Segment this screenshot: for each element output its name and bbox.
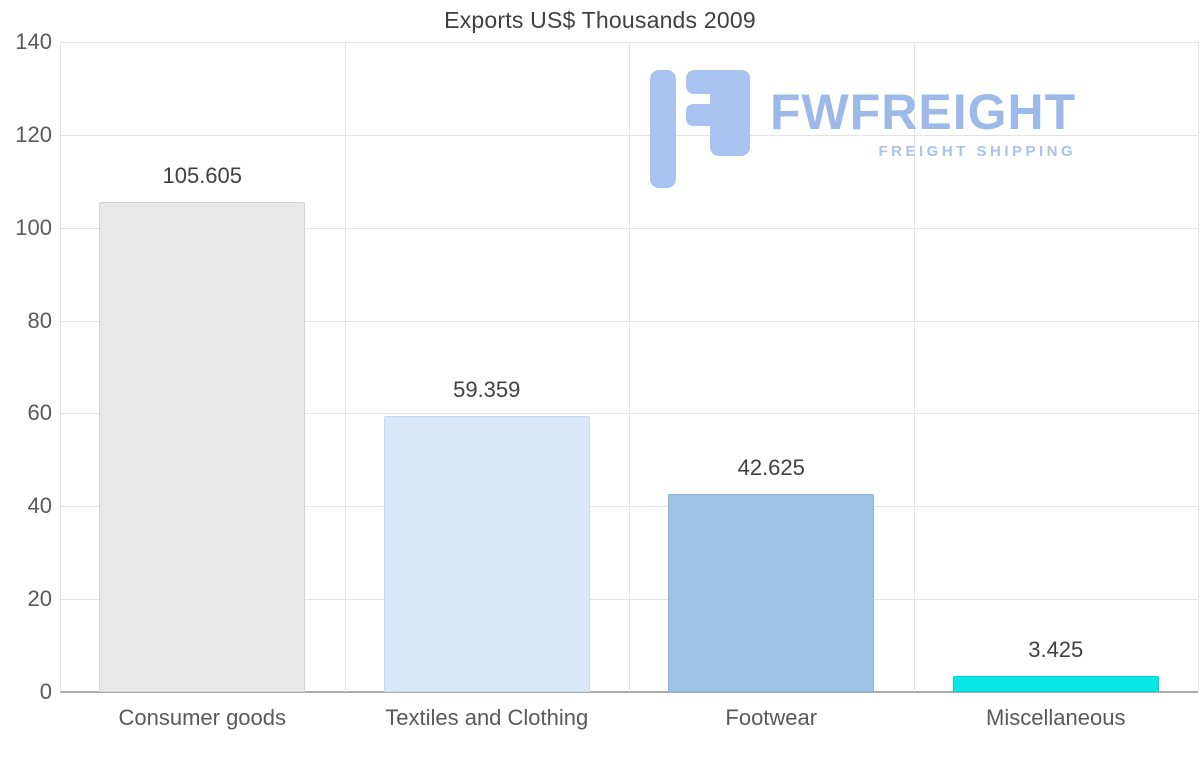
- bar-value-footwear: 42.625: [737, 455, 805, 481]
- bar-value-miscellaneous: 3.425: [1028, 637, 1084, 663]
- logo-name: FWFREIGHT: [770, 84, 1077, 140]
- gridline-vertical: [913, 42, 915, 692]
- gridline-vertical: [1198, 42, 1199, 692]
- bar-consumer-goods: [99, 201, 306, 692]
- x-axis-line: [60, 691, 1198, 693]
- gridline-vertical: [60, 42, 61, 692]
- bar-footwear: [668, 494, 875, 692]
- bar-miscellaneous: [952, 676, 1159, 692]
- y-tick-label: 60: [27, 400, 52, 426]
- y-tick-label: 80: [27, 307, 52, 333]
- y-tick-label: 100: [15, 214, 52, 240]
- bar-textiles-and-clothing: [383, 416, 590, 692]
- bar-value-consumer-goods: 105.605: [162, 162, 243, 188]
- fwfreight-logo-icon: [650, 70, 750, 193]
- x-axis-label-footwear: Footwear: [725, 705, 818, 730]
- y-tick-label: 20: [27, 586, 52, 612]
- x-axis-label-textiles-and-clothing: Textiles and Clothing: [385, 705, 589, 730]
- y-tick-label: 140: [15, 29, 52, 54]
- y-tick-label: 120: [15, 121, 52, 147]
- logo-tagline: FREIGHT SHIPPING: [878, 142, 1077, 160]
- logo-text-block: FWFREIGHT FREIGHT SHIPPING: [770, 70, 1076, 160]
- x-axis-label-consumer-goods: Consumer goods: [118, 705, 287, 730]
- y-tick-label: 0: [39, 679, 52, 704]
- x-axis-label-miscellaneous: Miscellaneous: [986, 705, 1126, 730]
- chart-title: Exports US$ Thousands 2009: [444, 7, 756, 33]
- gridline-vertical: [629, 42, 630, 692]
- y-tick-label: 40: [27, 493, 52, 519]
- bar-value-textiles-and-clothing: 59.359: [453, 377, 521, 403]
- gridline-vertical: [344, 42, 346, 692]
- fwfreight-logo: FWFREIGHT FREIGHT SHIPPING: [650, 70, 1076, 193]
